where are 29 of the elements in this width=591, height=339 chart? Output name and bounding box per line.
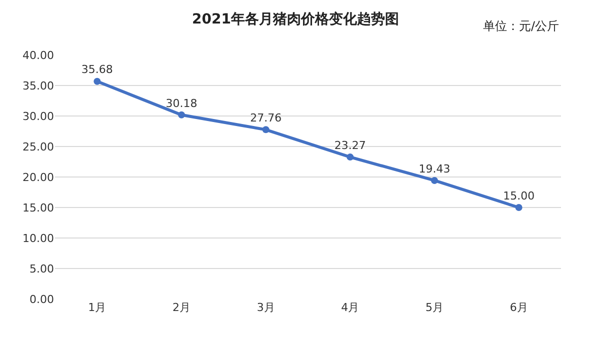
data-label: 27.76 — [250, 112, 282, 125]
y-tick-label: 25.00 — [22, 140, 54, 154]
data-label: 35.68 — [81, 63, 113, 76]
text: 单位：元/公斤 — [483, 19, 560, 33]
data-label: 23.27 — [334, 138, 366, 152]
point — [515, 204, 522, 211]
y-tick-label: 15.00 — [22, 201, 54, 214]
y-tick-label: 30.00 — [22, 110, 54, 123]
point — [94, 78, 101, 85]
x-tick-label: 5月 — [426, 301, 444, 314]
x-tick-label: 4月 — [341, 301, 360, 314]
x-tick-label: 1月 — [88, 301, 106, 314]
point — [262, 126, 270, 134]
point — [346, 154, 354, 161]
y-tick-label: 40.00 — [22, 48, 54, 62]
y-tick-label: 5.00 — [30, 262, 54, 276]
x-tick-label: 2月 — [172, 301, 190, 314]
chart-title: 2021年各月猪肉价格变化趋势图 — [192, 10, 399, 28]
point — [431, 176, 438, 184]
x-tick-label: 6月 — [510, 301, 528, 314]
y-tick-label: 35.00 — [22, 79, 54, 92]
data-label: 19.43 — [418, 162, 450, 176]
y-tick-label: 10.00 — [22, 232, 54, 245]
data-label: 15.00 — [503, 189, 535, 202]
y-tick-label: 0.00 — [30, 292, 54, 306]
x-tick-label: 3月 — [256, 301, 275, 314]
data-label: 30.18 — [166, 96, 198, 110]
point — [178, 111, 185, 118]
y-tick-label: 20.00 — [22, 170, 54, 184]
